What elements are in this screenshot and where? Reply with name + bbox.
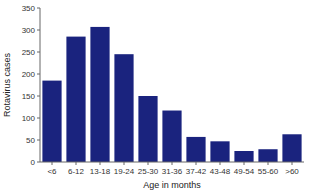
x-tick-label: 49-54	[234, 167, 255, 176]
bar	[186, 137, 205, 162]
x-tick-label: 37-42	[186, 167, 207, 176]
bar	[282, 134, 301, 162]
y-tick-label: 200	[22, 70, 36, 79]
y-tick-label: 350	[22, 4, 36, 13]
bar	[66, 37, 85, 162]
chart-container: 0 50 100 150 200 250 300 350 <6 6-12 13-1819-2425-…	[0, 0, 310, 192]
x-tick-label: <6	[47, 167, 57, 176]
bar	[42, 81, 61, 162]
x-tick-label: 6-12	[68, 167, 85, 176]
bar	[162, 111, 181, 162]
y-tick-label: 300	[22, 26, 36, 35]
y-tick-label: 150	[22, 92, 36, 101]
x-tick-label: 31-36	[162, 167, 183, 176]
y-tick-label: 100	[22, 114, 36, 123]
bar	[234, 151, 253, 162]
bar	[138, 96, 157, 162]
y-tick-label: 250	[22, 48, 36, 57]
bar	[210, 141, 229, 162]
x-axis-line	[40, 162, 304, 163]
x-tick-label: 55-60	[258, 167, 279, 176]
x-axis-title: Age in months	[143, 180, 201, 190]
bar	[90, 27, 109, 162]
x-tick-label: >60	[285, 167, 299, 176]
y-axis-title: Rotavirus cases	[2, 52, 12, 117]
y-tick-label: 0	[31, 158, 36, 167]
x-tick-label: 19-24	[114, 167, 135, 176]
x-tick-label: 43-48	[210, 167, 231, 176]
x-tick-label: 13-18	[90, 167, 111, 176]
bars	[42, 27, 301, 162]
y-axis-line	[40, 8, 41, 162]
bar-chart: 0 50 100 150 200 250 300 350 <6 6-12 13-1819-2425-…	[0, 0, 310, 192]
bar	[258, 149, 277, 162]
bar	[114, 54, 133, 162]
y-tick-label: 50	[26, 136, 35, 145]
x-tick-label: 25-30	[138, 167, 159, 176]
